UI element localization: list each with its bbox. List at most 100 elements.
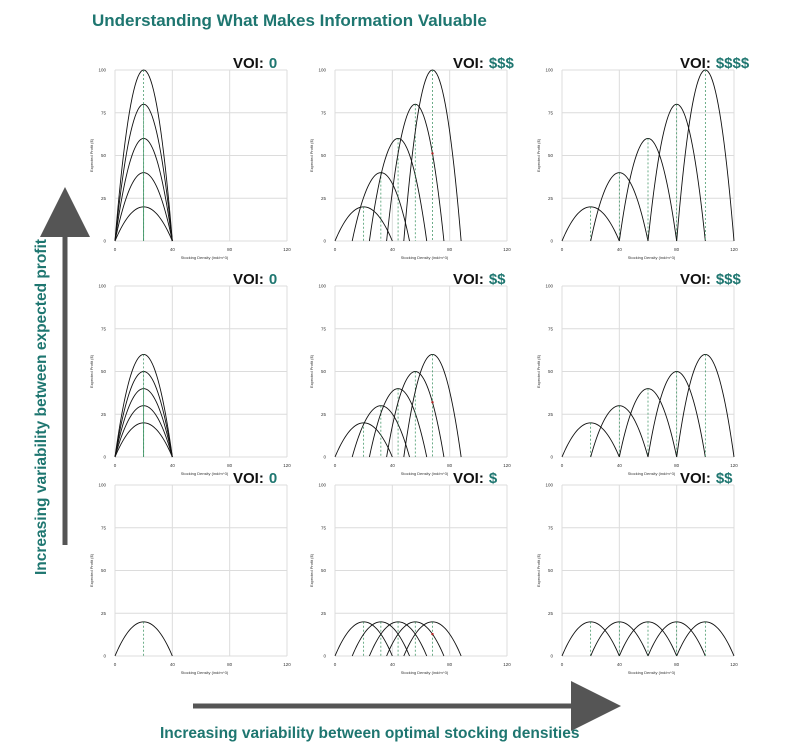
chart-panel: 0 40 80 120 0 25 50 75 100 Stocking Density (ind/…	[309, 470, 511, 675]
x-tick-label: 80	[447, 247, 453, 252]
y-tick-label: 0	[103, 239, 106, 244]
x-tick-label: 0	[334, 662, 337, 667]
x-axis-label: Stocking Density (ind/m^3)	[181, 670, 229, 675]
voi-key: VOI:	[453, 470, 484, 487]
y-tick-label: 50	[321, 369, 327, 374]
y-tick-label: 50	[101, 369, 107, 374]
y-tick-label: 0	[103, 654, 106, 659]
y-tick-label: 0	[103, 455, 106, 460]
x-axis-label: Stocking Density (ind/m^3)	[401, 255, 449, 260]
x-axis-label: Stocking Density (ind/m^3)	[181, 471, 229, 476]
y-tick-label: 75	[548, 110, 554, 115]
x-tick-label: 80	[227, 662, 233, 667]
chart-panel: 0 40 80 120 0 25 50 75 100 Stocking Density (ind/…	[89, 271, 291, 476]
x-axis-label: Stocking Density (ind/m^3)	[628, 670, 676, 675]
x-tick-label: 40	[617, 247, 623, 252]
voi-key: VOI:	[680, 55, 711, 72]
y-tick-label: 50	[548, 369, 554, 374]
y-tick-label: 25	[548, 611, 554, 616]
y-tick-label: 75	[101, 525, 107, 530]
x-axis-label: Stocking Density (ind/m^3)	[401, 471, 449, 476]
y-tick-label: 100	[98, 68, 106, 73]
voi-key: VOI:	[233, 55, 264, 72]
y-tick-label: 75	[548, 525, 554, 530]
y-tick-label: 25	[548, 196, 554, 201]
y-tick-label: 75	[321, 326, 327, 331]
y-tick-label: 100	[98, 284, 106, 289]
y-tick-label: 50	[101, 153, 107, 158]
voi-value: 0	[269, 271, 277, 288]
y-tick-label: 0	[550, 455, 553, 460]
voi-label: VOI: 0	[233, 470, 277, 487]
voi-key: VOI:	[680, 271, 711, 288]
x-tick-label: 40	[390, 463, 396, 468]
x-tick-label: 0	[114, 463, 117, 468]
voi-label: VOI: 0	[233, 271, 277, 288]
y-tick-label: 75	[101, 326, 107, 331]
y-axis-label: Expected Profit ($)	[89, 553, 94, 587]
profit-curve	[618, 137, 678, 242]
x-axis-label: Stocking Density (ind/m^3)	[628, 471, 676, 476]
y-tick-label: 100	[318, 68, 326, 73]
y-tick-label: 50	[101, 568, 107, 573]
x-tick-label: 0	[561, 247, 564, 252]
voi-label: VOI: $$$$	[680, 55, 750, 72]
y-axis-label: Expected Profit ($)	[89, 138, 94, 172]
y-axis-label: Expected Profit ($)	[536, 553, 541, 587]
voi-key: VOI:	[233, 271, 264, 288]
y-tick-label: 25	[321, 196, 327, 201]
chart-panel: 0 40 80 120 0 25 50 75 100 Stocking Density (ind/…	[309, 55, 515, 260]
x-tick-label: 40	[617, 662, 623, 667]
y-tick-label: 50	[548, 153, 554, 158]
x-tick-label: 120	[283, 463, 291, 468]
y-tick-label: 100	[318, 284, 326, 289]
x-tick-label: 40	[390, 662, 396, 667]
y-tick-label: 100	[98, 483, 106, 488]
voi-key: VOI:	[233, 470, 264, 487]
y-tick-label: 100	[545, 284, 553, 289]
profit-curve	[351, 172, 410, 242]
profit-curve	[676, 353, 735, 458]
y-tick-label: 0	[550, 239, 553, 244]
x-arrow-label: Increasing variability between optimal s…	[160, 725, 579, 742]
x-tick-label: 0	[334, 463, 337, 468]
profit-curve	[368, 388, 428, 458]
intersection-point	[431, 632, 434, 636]
x-axis-label: Stocking Density (ind/m^3)	[181, 255, 229, 260]
x-tick-label: 40	[617, 463, 623, 468]
y-tick-label: 100	[545, 483, 553, 488]
figure-title: Understanding What Makes Information Val…	[92, 11, 487, 30]
voi-label: VOI: $$$	[453, 55, 515, 72]
y-tick-label: 25	[101, 196, 107, 201]
x-tick-label: 80	[227, 463, 233, 468]
x-tick-label: 120	[730, 247, 738, 252]
y-tick-label: 0	[323, 654, 326, 659]
chart-panel: 0 40 80 120 0 25 50 75 100 Stocking Density (ind/…	[536, 55, 750, 260]
y-axis-label: Expected Profit ($)	[309, 553, 314, 587]
voi-label: VOI: $$	[680, 470, 733, 487]
chart-panel: 0 40 80 120 0 25 50 75 100 Stocking Density (ind/…	[536, 470, 738, 675]
voi-key: VOI:	[453, 271, 484, 288]
x-tick-label: 40	[170, 463, 176, 468]
x-tick-label: 80	[674, 662, 680, 667]
y-tick-label: 25	[101, 412, 107, 417]
x-axis-label: Stocking Density (ind/m^3)	[401, 670, 449, 675]
x-tick-label: 80	[227, 247, 233, 252]
y-tick-label: 75	[548, 326, 554, 331]
chart-panel: 0 40 80 120 0 25 50 75 100 Stocking Density (ind/…	[309, 271, 511, 476]
y-tick-label: 100	[545, 68, 553, 73]
y-tick-label: 25	[101, 611, 107, 616]
intersection-point	[431, 152, 434, 155]
x-tick-label: 120	[503, 662, 511, 667]
voi-value: $$$$	[716, 55, 750, 72]
y-tick-label: 75	[101, 110, 107, 115]
y-tick-label: 0	[550, 654, 553, 659]
y-axis-label: Expected Profit ($)	[89, 354, 94, 388]
x-tick-label: 0	[114, 662, 117, 667]
voi-value: $$$	[716, 271, 742, 288]
x-tick-label: 120	[503, 247, 511, 252]
voi-value: $$	[716, 470, 733, 487]
x-tick-label: 80	[447, 463, 453, 468]
x-tick-label: 40	[390, 247, 396, 252]
voi-label: VOI: $$	[453, 271, 506, 288]
